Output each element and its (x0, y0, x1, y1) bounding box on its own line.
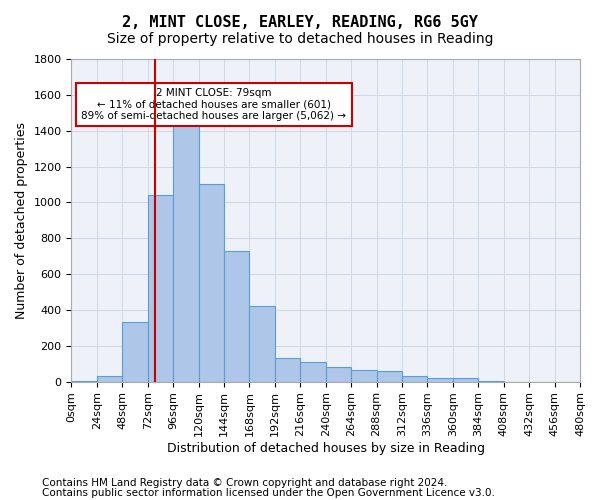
Y-axis label: Number of detached properties: Number of detached properties (15, 122, 28, 319)
Bar (478, 380, 504, 382)
Text: Contains public sector information licensed under the Open Government Licence v3: Contains public sector information licen… (42, 488, 495, 498)
Bar (199, 184, 224, 382)
Bar (148, 195, 173, 382)
Bar (71, 380, 97, 382)
Bar (300, 362, 326, 382)
Bar (250, 306, 275, 382)
Bar (224, 251, 250, 382)
Text: 2 MINT CLOSE: 79sqm
← 11% of detached houses are smaller (601)
89% of semi-detac: 2 MINT CLOSE: 79sqm ← 11% of detached ho… (82, 88, 346, 121)
Bar (97, 376, 122, 382)
Bar (173, 120, 199, 382)
Text: Size of property relative to detached houses in Reading: Size of property relative to detached ho… (107, 32, 493, 46)
X-axis label: Distribution of detached houses by size in Reading: Distribution of detached houses by size … (167, 442, 485, 455)
Text: 2, MINT CLOSE, EARLEY, READING, RG6 5GY: 2, MINT CLOSE, EARLEY, READING, RG6 5GY (122, 15, 478, 30)
Text: Contains HM Land Registry data © Crown copyright and database right 2024.: Contains HM Land Registry data © Crown c… (42, 478, 448, 488)
Bar (351, 370, 377, 382)
Bar (402, 376, 427, 382)
Bar (453, 378, 478, 382)
Bar (427, 378, 453, 382)
Bar (377, 371, 402, 382)
Bar (326, 368, 351, 382)
Bar (275, 358, 300, 382)
Bar (122, 322, 148, 382)
